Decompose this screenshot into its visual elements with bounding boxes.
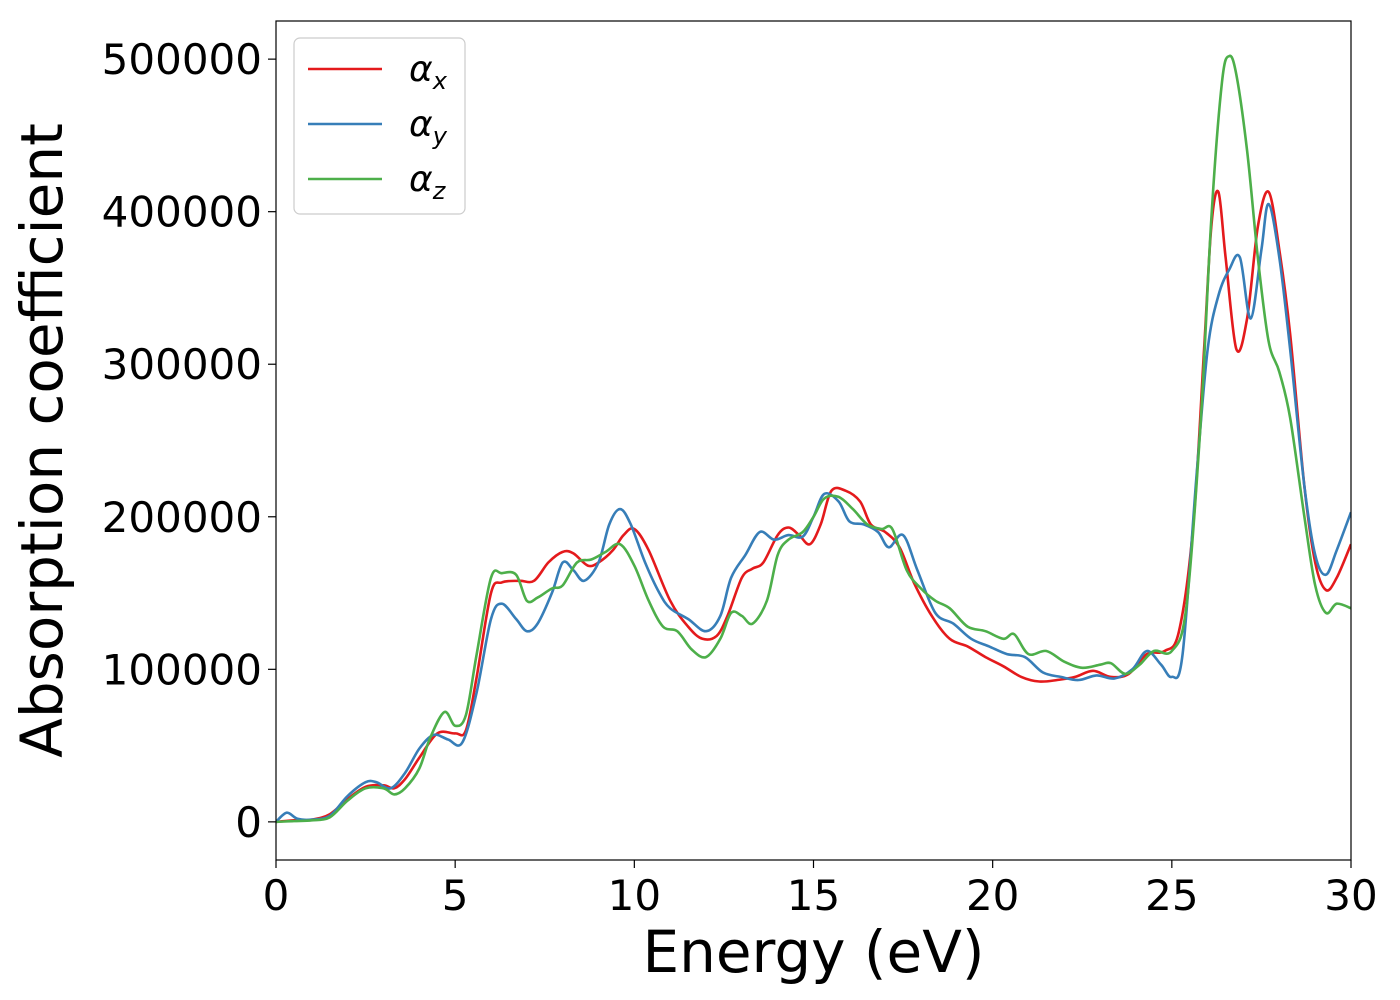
series-line-alpha-z bbox=[276, 54, 1351, 824]
y-tick-label: 500000 bbox=[102, 35, 262, 84]
legend-box bbox=[293, 37, 466, 215]
legend-label-subscript: y bbox=[432, 122, 448, 150]
legend-label-subscript: x bbox=[432, 67, 448, 95]
y-axis-title: Absorption coefficient bbox=[8, 123, 76, 758]
y-axis-ticks: 0 100000 200000 300000 400000 500000 bbox=[102, 35, 276, 847]
x-tick-label: 10 bbox=[608, 871, 661, 920]
y-tick-label: 100000 bbox=[102, 645, 262, 694]
x-tick-label: 20 bbox=[966, 871, 1019, 920]
x-axis-ticks: 0 5 10 15 20 25 30 bbox=[263, 860, 1378, 920]
y-tick-label: 200000 bbox=[102, 493, 262, 542]
y-tick-label: 300000 bbox=[102, 340, 262, 389]
x-tick-label: 30 bbox=[1324, 871, 1377, 920]
y-tick-label: 0 bbox=[235, 798, 262, 847]
x-tick-label: 5 bbox=[442, 871, 469, 920]
x-tick-label: 25 bbox=[1145, 871, 1198, 920]
legend-label-subscript: z bbox=[432, 177, 447, 205]
x-tick-label: 15 bbox=[787, 871, 840, 920]
x-axis-title: Energy (eV) bbox=[642, 918, 984, 986]
series-layer bbox=[276, 54, 1351, 824]
y-tick-label: 400000 bbox=[102, 188, 262, 237]
x-tick-label: 0 bbox=[263, 871, 290, 920]
